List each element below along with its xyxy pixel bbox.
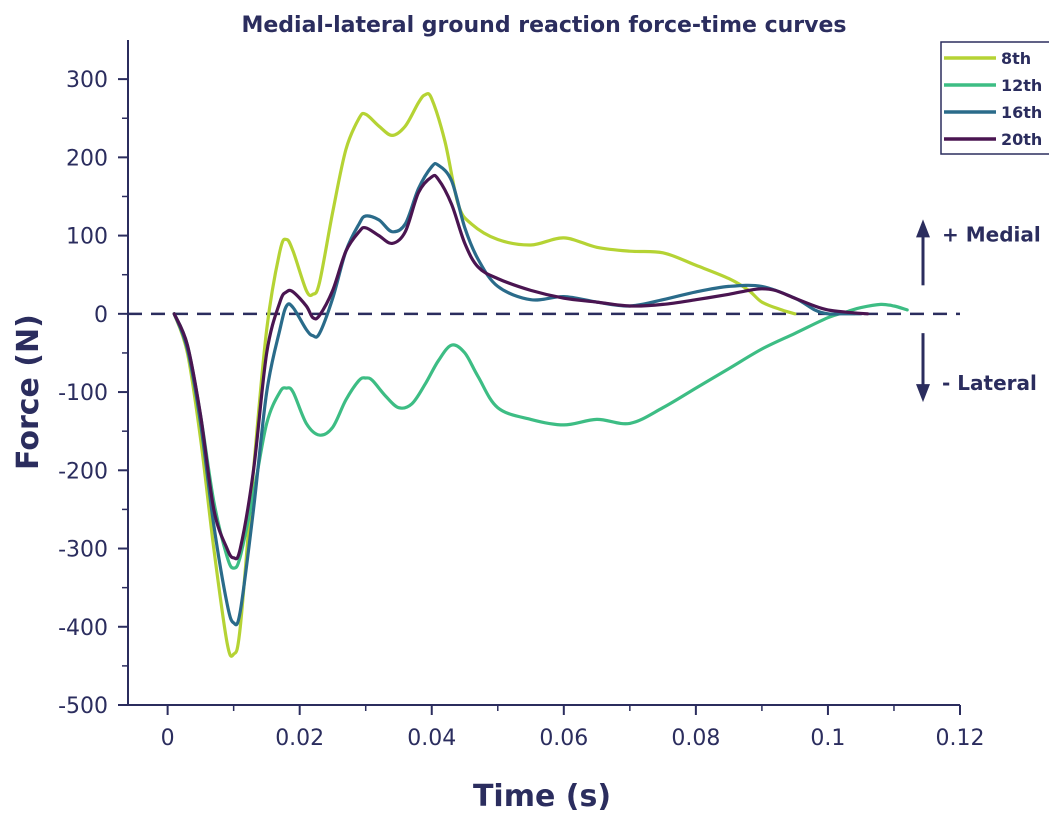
y-tick-label: 200 — [66, 146, 108, 171]
x-tick-label: 0.04 — [407, 726, 456, 751]
arrow-down-head — [916, 384, 930, 403]
y-ticks: -500 -400 -300 -200 -100 0 100 200 300 — [58, 68, 128, 719]
legend-box — [940, 41, 1049, 155]
y-tick-label: -100 — [58, 381, 108, 406]
legend-label: 16th — [1001, 103, 1042, 122]
y-tick-label: 0 — [94, 303, 108, 328]
arrow-up-head — [916, 219, 930, 238]
y-tick-label: 300 — [66, 68, 108, 93]
legend-label: 12th — [1001, 76, 1042, 95]
series-line-12th — [172, 302, 909, 570]
x-tick-label: 0.08 — [671, 726, 720, 751]
legend-label: 20th — [1001, 130, 1042, 149]
annotation-lateral: - Lateral — [942, 371, 1037, 395]
y-tick-label: -400 — [58, 616, 108, 641]
y-axis-label: Force (N) — [11, 314, 46, 470]
y-tick-label: -200 — [58, 459, 108, 484]
x-axis-label: Time (s) — [473, 779, 611, 814]
annotation-medial: + Medial — [942, 222, 1041, 246]
series-group — [172, 91, 909, 658]
y-tick-label: 100 — [66, 225, 108, 250]
x-tick-label: 0 — [161, 726, 175, 751]
x-tick-label: 0.02 — [275, 726, 324, 751]
y-tick-label: -500 — [58, 694, 108, 719]
legend-label: 8th — [1001, 49, 1031, 68]
series-line-16th — [172, 161, 863, 627]
legend: 8th 12th 16th 20th — [940, 41, 1049, 155]
x-tick-label: 0.06 — [539, 726, 588, 751]
x-tick-label: 0.1 — [810, 726, 845, 751]
axes: -500 -400 -300 -200 -100 0 100 200 300 0 0.02 0.04… — [58, 40, 984, 751]
y-tick-label: -300 — [58, 538, 108, 563]
chart-title: Medial-lateral ground reaction force-tim… — [241, 13, 846, 38]
series-line-8th — [172, 91, 797, 658]
series-line-20th — [172, 173, 870, 561]
x-tick-label: 0.12 — [936, 726, 985, 751]
annotations: + Medial - Lateral — [916, 219, 1041, 403]
x-ticks: 0 0.02 0.04 0.06 0.08 0.1 0.12 — [161, 705, 985, 751]
